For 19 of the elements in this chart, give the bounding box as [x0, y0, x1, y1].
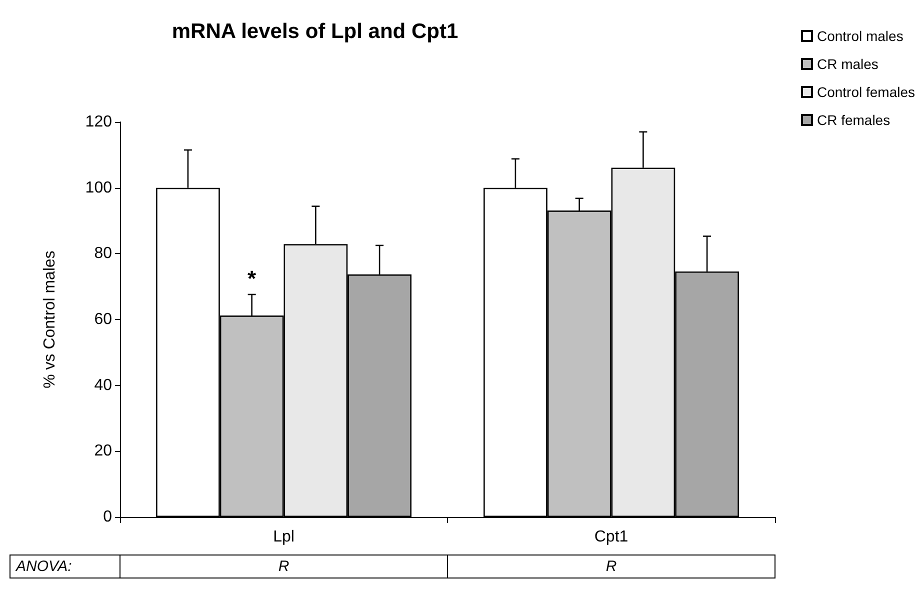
text: ANOVA: — [15, 558, 72, 575]
legend-label: CR females — [816, 112, 890, 128]
x-tick-label: Lpl — [273, 528, 294, 546]
y-tick-label: 40 — [94, 376, 112, 394]
y-axis-title: % vs Control males — [42, 250, 58, 388]
data-label: * — [248, 266, 257, 291]
y-tick-label: 20 — [94, 442, 112, 460]
y-tick-label: 60 — [94, 311, 112, 328]
text: R — [278, 558, 290, 575]
y-tick-label: 80 — [94, 245, 112, 262]
y-tick-label: 100 — [85, 179, 112, 196]
chart-title: mRNA levels of Lpl and Cpt1 — [172, 20, 458, 43]
y-tick-label: 0 — [103, 508, 112, 526]
legend-label: CR males — [816, 56, 878, 72]
text: R — [606, 558, 617, 575]
legend-label: Control females — [816, 84, 916, 100]
x-tick-label: Cpt1 — [594, 528, 628, 546]
y-tick-label: 120 — [85, 114, 112, 130]
legend-label: Control males — [816, 28, 904, 44]
